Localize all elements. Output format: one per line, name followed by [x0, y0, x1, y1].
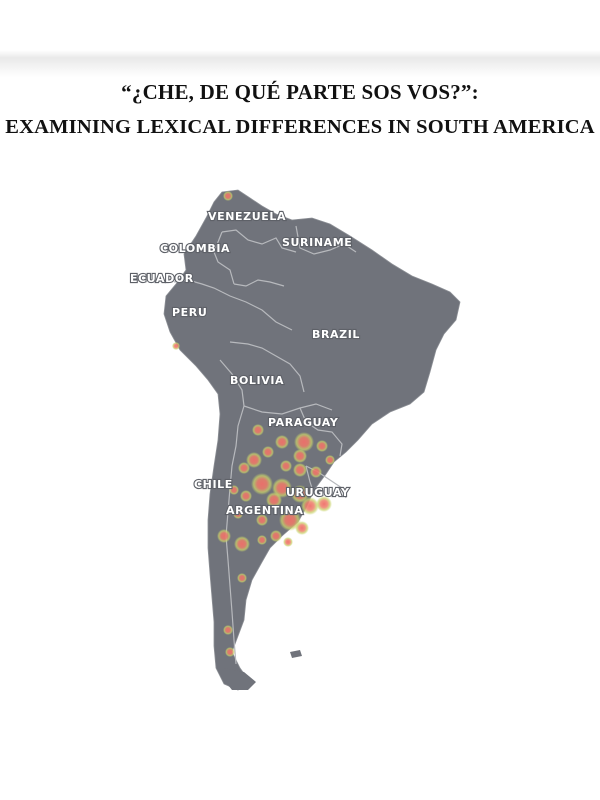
hotspot — [233, 509, 243, 519]
hotspot — [293, 449, 307, 463]
hotspot — [251, 473, 273, 495]
hotspot — [262, 446, 274, 458]
label-ecuador: ECUADOR — [130, 272, 194, 285]
map-svg: VENEZUELA SURINAME COLOMBIA ECUADOR PERU… — [129, 189, 461, 691]
hotspot — [280, 460, 292, 472]
country-labels: VENEZUELA SURINAME COLOMBIA ECUADOR PERU… — [129, 209, 361, 518]
label-peru: PERU — [172, 306, 207, 319]
hotspot — [325, 455, 335, 465]
hotspot — [237, 573, 247, 583]
hotspot — [310, 466, 322, 478]
hotspot — [256, 514, 268, 526]
hotspot — [301, 497, 319, 515]
south-america-heatmap: VENEZUELA SURINAME COLOMBIA ECUADOR PERU… — [0, 160, 600, 720]
hotspot — [225, 647, 235, 657]
label-suriname: SURINAME — [282, 236, 352, 249]
hotspot — [316, 440, 328, 452]
hotspot — [295, 521, 309, 535]
hotspot — [257, 535, 267, 545]
hotspot — [223, 625, 233, 635]
label-chile: CHILE — [194, 478, 233, 491]
heatmap-hotspots — [172, 191, 335, 657]
hotspot — [229, 485, 239, 495]
hotspot — [291, 485, 309, 503]
label-colombia: COLOMBIA — [160, 242, 230, 255]
label-argentina: ARGENTINA — [226, 504, 303, 517]
document-title-line-1: “¿CHE, DE QUÉ PARTE SOS VOS?”: — [121, 80, 479, 104]
hotspot — [275, 435, 289, 449]
label-brazil: BRAZIL — [312, 328, 360, 341]
label-uruguay: URUGUAY — [286, 486, 350, 499]
label-paraguay: PARAGUAY — [268, 416, 339, 429]
hotspot — [217, 529, 231, 543]
hotspot — [294, 432, 314, 452]
hotspot — [240, 490, 252, 502]
document-title-line-2: EXAMINING LEXICAL DIFFERENCES IN SOUTH A… — [5, 116, 595, 138]
hotspot — [172, 342, 180, 350]
hotspot — [283, 537, 293, 547]
hotspot — [270, 530, 282, 542]
label-bolivia: BOLIVIA — [230, 374, 284, 387]
hotspot — [238, 462, 250, 474]
hotspot — [223, 191, 233, 201]
tierra-del-fuego — [224, 668, 256, 690]
falkland-islands — [290, 650, 302, 658]
hotspot — [246, 452, 262, 468]
header-shadow-band — [0, 0, 600, 78]
hotspot — [234, 536, 250, 552]
hotspot — [293, 463, 307, 477]
hotspot — [252, 424, 264, 436]
label-venezuela: VENEZUELA — [208, 210, 286, 223]
hotspot — [316, 496, 332, 512]
hotspot — [266, 492, 282, 508]
